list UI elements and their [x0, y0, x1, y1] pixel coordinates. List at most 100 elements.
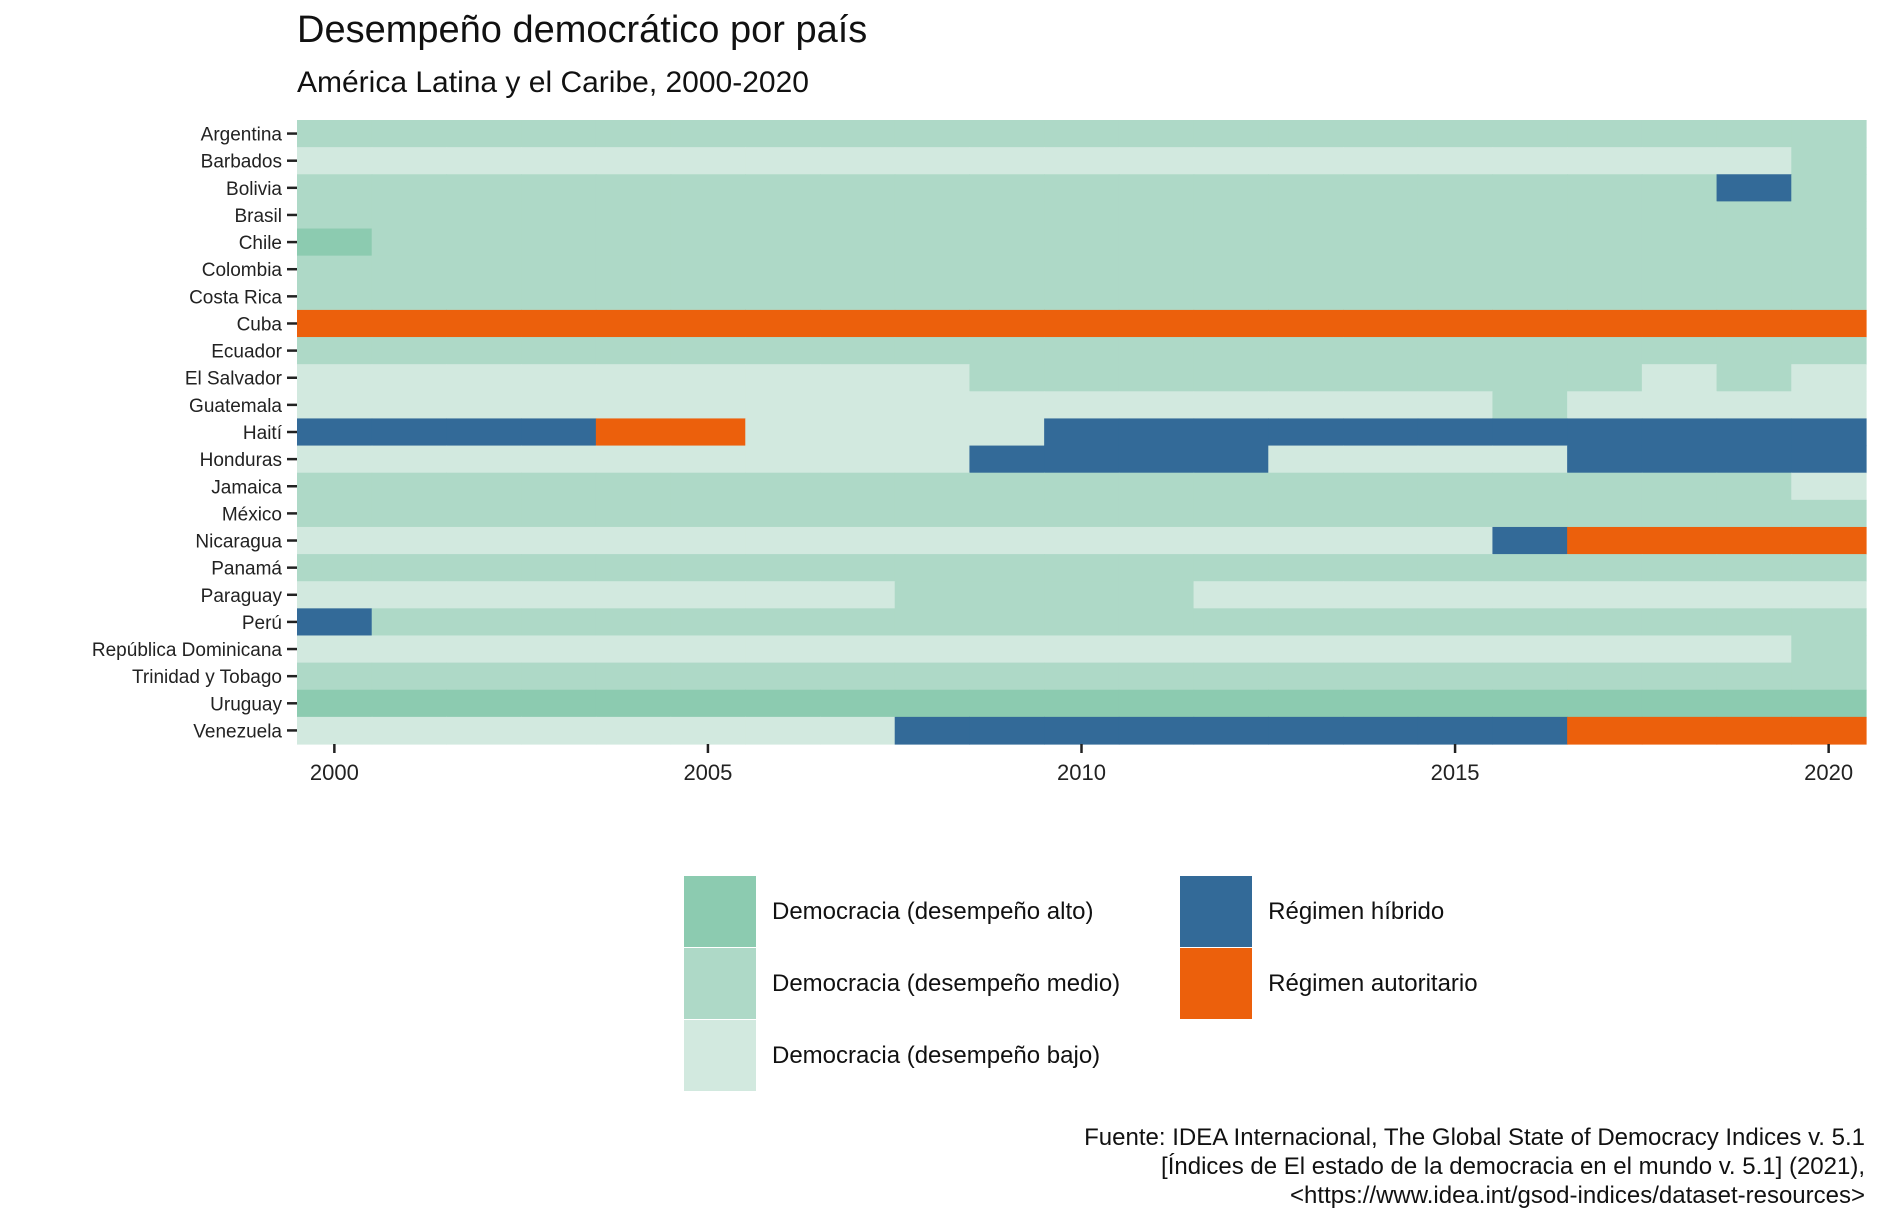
cell-peru-2015 — [1417, 608, 1494, 637]
cell-bolivia-2017 — [1567, 174, 1643, 202]
cell-chile-2018 — [1641, 228, 1718, 257]
legend-label-alto: Democracia (desempeño alto) — [772, 898, 1094, 925]
cell-nicaragua-2012 — [1193, 526, 1269, 555]
legend-item-alto: Democracia (desempeño alto) — [684, 876, 1120, 948]
cell-cuba-2019 — [1716, 309, 1792, 338]
cell-colombia-2009 — [969, 255, 1045, 284]
cell-cuba-2018 — [1641, 309, 1718, 338]
cell-argentina-2014 — [1343, 120, 1419, 148]
cell-costa-rica-2010 — [1044, 282, 1120, 311]
cell-cuba-2016 — [1492, 309, 1568, 338]
cell-panama-2012 — [1193, 554, 1269, 582]
cell-trinidad-y-tobago-2002 — [446, 662, 522, 691]
cell-barbados-2020 — [1791, 147, 1867, 175]
cell-nicaragua-2014 — [1343, 526, 1419, 555]
cell-chile-2009 — [969, 228, 1045, 257]
cell-panama-2002 — [446, 554, 522, 582]
cell-colombia-2003 — [521, 255, 597, 284]
cell-paraguay-2017 — [1567, 581, 1643, 609]
cell-bolivia-2005 — [670, 174, 746, 202]
cell-republica-dominicana-2005 — [670, 635, 746, 664]
cell-peru-2005 — [670, 608, 746, 637]
cell-jamaica-2009 — [969, 472, 1045, 501]
cell-trinidad-y-tobago-2013 — [1268, 662, 1344, 691]
y-tick-label-nicaragua: Nicaragua — [195, 532, 282, 553]
cell-venezuela-2013 — [1268, 716, 1344, 745]
legend-label-hibrido: Régimen híbrido — [1268, 898, 1445, 925]
y-tick-label-guatemala: Guatemala — [189, 396, 282, 417]
cell-uruguay-2020 — [1791, 689, 1867, 718]
cell-guatemala-2013 — [1268, 391, 1344, 420]
cell-ecuador-2007 — [820, 337, 896, 365]
cell-argentina-2020 — [1791, 120, 1867, 148]
cell-bolivia-2009 — [969, 174, 1045, 202]
cell-ecuador-2005 — [670, 337, 746, 365]
cell-cuba-2003 — [521, 309, 597, 338]
cell-cuba-2001 — [371, 309, 448, 338]
cell-mexico-2004 — [595, 499, 672, 528]
cell-nicaragua-2009 — [969, 526, 1045, 555]
cell-venezuela-2018 — [1641, 716, 1718, 745]
cell-bolivia-2007 — [820, 174, 896, 202]
legend-label-autoritario: Régimen autoritario — [1268, 970, 1478, 997]
cell-chile-2006 — [745, 228, 821, 257]
cell-ecuador-2012 — [1193, 337, 1269, 365]
cell-panama-2004 — [595, 554, 672, 582]
cell-nicaragua-2004 — [595, 526, 672, 555]
cell-paraguay-2007 — [820, 581, 896, 609]
cell-colombia-2016 — [1492, 255, 1568, 284]
cell-honduras-2013 — [1268, 445, 1344, 474]
cell-jamaica-2008 — [894, 472, 971, 501]
cell-republica-dominicana-2013 — [1268, 635, 1344, 664]
cell-el-salvador-2019 — [1716, 364, 1792, 392]
legend-swatch-bajo — [684, 1020, 756, 1091]
cell-paraguay-2011 — [1118, 581, 1195, 609]
cell-republica-dominicana-2008 — [894, 635, 971, 664]
cell-bolivia-2020 — [1791, 174, 1867, 202]
legend-swatch-hibrido — [1180, 876, 1253, 947]
cell-cuba-2017 — [1567, 309, 1643, 338]
y-tick-label-haiti: Haití — [243, 423, 283, 444]
cell-guatemala-2007 — [820, 391, 896, 420]
cell-costa-rica-2005 — [670, 282, 746, 311]
heatmap-cells — [297, 120, 1867, 745]
cell-colombia-2012 — [1193, 255, 1269, 284]
cell-haiti-2000 — [297, 418, 373, 447]
cell-panama-2015 — [1417, 554, 1494, 582]
cell-uruguay-2014 — [1343, 689, 1419, 718]
cell-cuba-2007 — [820, 309, 896, 338]
cell-brasil-2011 — [1118, 201, 1195, 230]
cell-chile-2011 — [1118, 228, 1195, 257]
cell-trinidad-y-tobago-2019 — [1716, 662, 1792, 691]
cell-venezuela-2011 — [1118, 716, 1195, 745]
cell-mexico-2019 — [1716, 499, 1792, 528]
cell-republica-dominicana-2006 — [745, 635, 821, 664]
cell-paraguay-2015 — [1417, 581, 1494, 609]
cell-panama-2007 — [820, 554, 896, 582]
cell-republica-dominicana-2003 — [521, 635, 597, 664]
cell-cuba-2002 — [446, 309, 522, 338]
cell-peru-2008 — [894, 608, 971, 637]
cell-mexico-2003 — [521, 499, 597, 528]
cell-trinidad-y-tobago-2012 — [1193, 662, 1269, 691]
cell-republica-dominicana-2019 — [1716, 635, 1792, 664]
cell-republica-dominicana-2009 — [969, 635, 1045, 664]
cell-nicaragua-2001 — [371, 526, 448, 555]
cell-costa-rica-2000 — [297, 282, 373, 311]
cell-jamaica-2014 — [1343, 472, 1419, 501]
cell-uruguay-2006 — [745, 689, 821, 718]
cell-el-salvador-2016 — [1492, 364, 1568, 392]
cell-guatemala-2011 — [1118, 391, 1195, 420]
cell-republica-dominicana-2002 — [446, 635, 522, 664]
cell-haiti-2020 — [1791, 418, 1867, 447]
cell-guatemala-2015 — [1417, 391, 1494, 420]
cell-panama-2003 — [521, 554, 597, 582]
cell-brasil-2009 — [969, 201, 1045, 230]
cell-bolivia-2006 — [745, 174, 821, 202]
cell-ecuador-2001 — [371, 337, 448, 365]
cell-nicaragua-2000 — [297, 526, 373, 555]
cell-jamaica-2007 — [820, 472, 896, 501]
cell-ecuador-2006 — [745, 337, 821, 365]
cell-paraguay-2014 — [1343, 581, 1419, 609]
cell-brasil-2007 — [820, 201, 896, 230]
